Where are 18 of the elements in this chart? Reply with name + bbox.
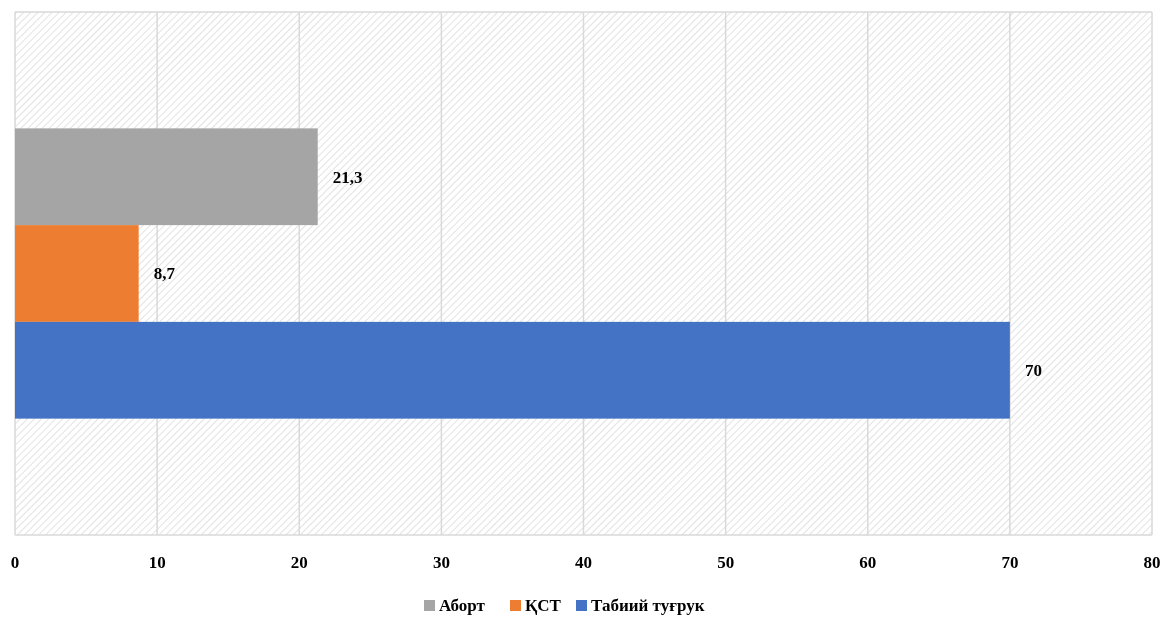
legend-label: Аборт — [439, 596, 486, 615]
data-label: 8,7 — [153, 264, 176, 284]
x-tick-label: 50 — [717, 553, 735, 572]
x-tick-label: 40 — [575, 553, 592, 572]
x-tick-label: 0 — [10, 553, 20, 572]
x-tick-label: 60 — [859, 553, 877, 572]
x-tick-label: 10 — [148, 553, 166, 572]
data-label: 70 — [1024, 361, 1042, 381]
bar — [15, 225, 139, 322]
legend-label: Табиий туғрук — [591, 596, 705, 615]
x-tick-label: 20 — [290, 553, 308, 572]
x-tick-label: 80 — [1143, 553, 1161, 572]
data-label: 21,3 — [332, 167, 363, 187]
x-tick-label: 30 — [432, 553, 450, 572]
bar — [15, 321, 1010, 419]
legend-label: ҚСТ — [525, 596, 562, 615]
bar — [15, 128, 318, 226]
x-tick-label: 70 — [1001, 553, 1019, 572]
